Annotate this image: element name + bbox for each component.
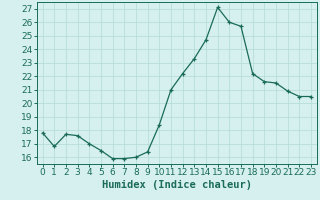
X-axis label: Humidex (Indice chaleur): Humidex (Indice chaleur)	[102, 180, 252, 190]
